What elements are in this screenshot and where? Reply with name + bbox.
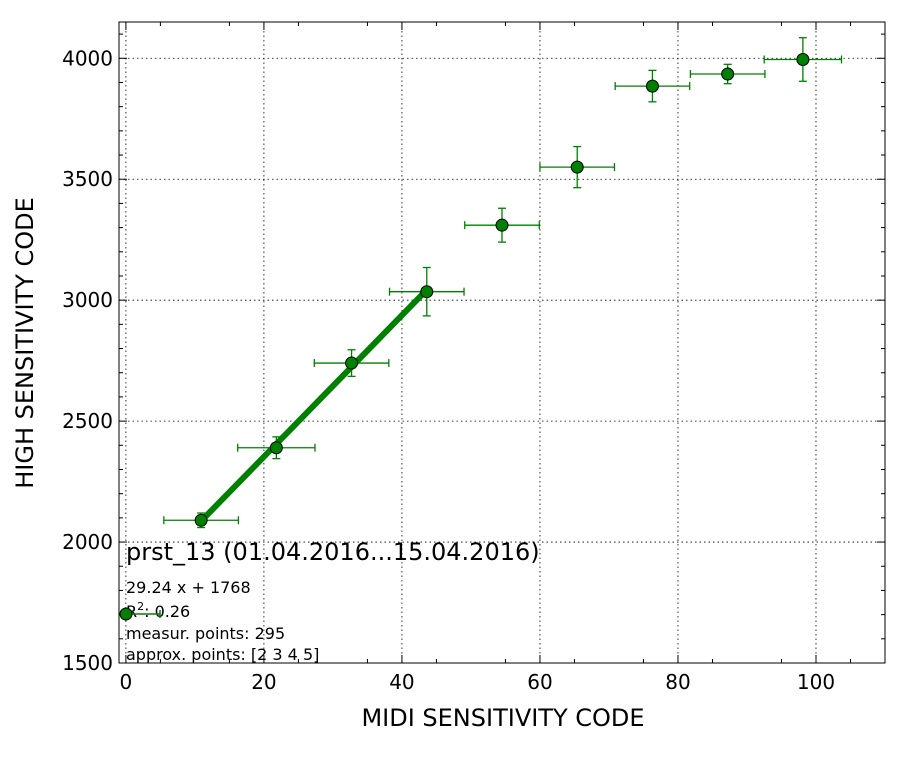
measurement-points: measur. points: 295: [126, 624, 285, 643]
data-point: [495, 218, 509, 232]
chart-title: prst_13 (01.04.2016...15.04.2016): [126, 538, 540, 566]
y-tick-label: 3500: [62, 167, 113, 191]
x-tick-label: 40: [389, 670, 414, 694]
y-tick-label: 3000: [62, 288, 113, 312]
x-tick-label: 100: [797, 670, 835, 694]
legend: [119, 607, 161, 621]
fit-equation: 29.24 x + 1768: [126, 578, 251, 597]
fit-line-layer: [198, 287, 429, 524]
grid: [119, 22, 885, 663]
y-tick-label: 2500: [62, 409, 113, 433]
y-tick-label: 4000: [62, 46, 113, 70]
x-axis-label: MIDI SENSITIVITY CODE: [361, 704, 644, 732]
y-tick-label: 2000: [62, 530, 113, 554]
data-point: [420, 285, 434, 299]
fit-line: [198, 287, 429, 524]
data-point: [570, 160, 584, 174]
x-tick-label: 80: [665, 670, 690, 694]
data-point: [796, 52, 810, 66]
x-tick-label: 60: [527, 670, 552, 694]
data-points: [194, 52, 810, 527]
r-squared: R2: 0.26: [126, 600, 190, 621]
info-box: 29.24 x + 1768 R2: 0.26 measur. points: …: [126, 578, 319, 664]
x-tick-label: 0: [120, 670, 133, 694]
approx-points: approx. points: [2 3 4 5]: [126, 645, 319, 664]
legend-marker: [119, 607, 133, 621]
y-axis-label: HIGH SENSITIVITY CODE: [11, 197, 39, 489]
x-tick-label: 20: [251, 670, 276, 694]
data-point: [345, 356, 359, 370]
data-point: [645, 79, 659, 93]
plot-frame: [118, 21, 886, 664]
axis-ticks: 0 20 40 60 80 100 1500 2000 2500 3000 3500 4000: [62, 22, 885, 694]
data-point: [269, 441, 283, 455]
data-point: [194, 513, 208, 527]
r-squared-exponent: 2: [137, 600, 144, 613]
data-point: [721, 67, 735, 81]
y-tick-label: 1500: [62, 651, 113, 675]
r-squared-value: : 0.26: [144, 602, 190, 621]
